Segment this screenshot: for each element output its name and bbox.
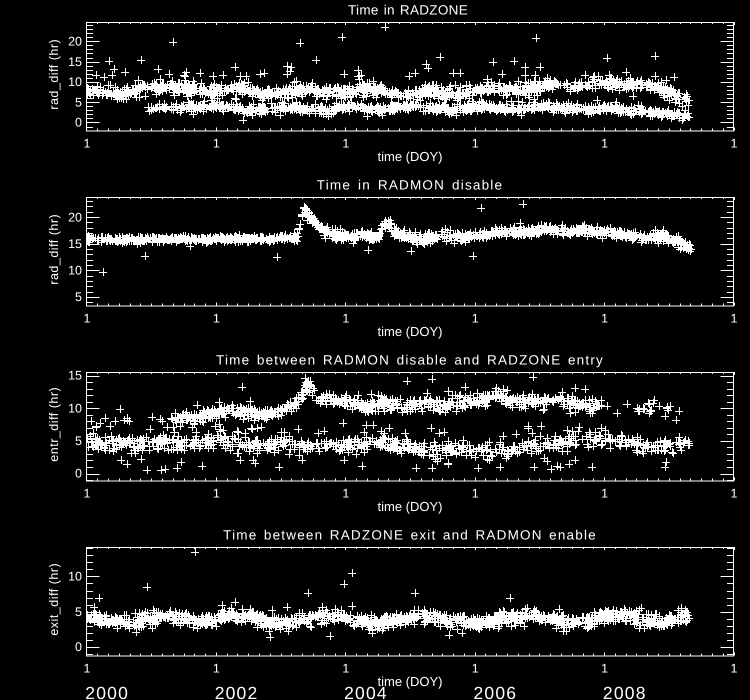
svg-text:1: 1 <box>731 312 738 326</box>
svg-text:1: 1 <box>601 137 608 151</box>
svg-text:exit_diff (hr): exit_diff (hr) <box>47 563 61 636</box>
svg-text:1: 1 <box>213 487 220 501</box>
svg-text:entr_diff (hr): entr_diff (hr) <box>47 387 61 462</box>
svg-text:1: 1 <box>84 137 91 151</box>
svg-text:5: 5 <box>75 290 82 304</box>
svg-text:1: 1 <box>472 487 479 501</box>
svg-text:5: 5 <box>75 434 82 448</box>
svg-text:1: 1 <box>213 137 220 151</box>
svg-text:rad_diff (hr): rad_diff (hr) <box>47 39 61 110</box>
svg-text:5: 5 <box>75 605 82 619</box>
svg-text:1: 1 <box>731 662 738 676</box>
svg-text:1: 1 <box>213 662 220 676</box>
svg-text:5: 5 <box>75 95 82 109</box>
svg-text:1: 1 <box>342 312 349 326</box>
svg-text:Time in RADZONE: Time in RADZONE <box>348 3 468 18</box>
svg-text:1: 1 <box>84 662 91 676</box>
svg-text:Time between RADZONE exit and: Time between RADZONE exit and RADMON ena… <box>223 528 597 543</box>
svg-text:time (DOY): time (DOY) <box>378 149 443 164</box>
svg-text:1: 1 <box>84 487 91 501</box>
svg-text:2008: 2008 <box>603 683 647 700</box>
svg-text:20: 20 <box>68 210 82 224</box>
svg-text:15: 15 <box>68 237 82 251</box>
svg-text:1: 1 <box>84 312 91 326</box>
svg-text:15: 15 <box>68 369 82 383</box>
svg-text:Time between RADMON disable an: Time between RADMON disable and RADZONE … <box>216 353 604 368</box>
svg-text:1: 1 <box>342 137 349 151</box>
svg-text:1: 1 <box>213 312 220 326</box>
svg-text:10: 10 <box>68 264 82 278</box>
svg-text:15: 15 <box>68 55 82 69</box>
svg-text:2004: 2004 <box>344 683 388 700</box>
svg-text:10: 10 <box>68 75 82 89</box>
svg-text:1: 1 <box>342 487 349 501</box>
svg-text:1: 1 <box>342 662 349 676</box>
svg-text:time (DOY): time (DOY) <box>378 324 443 339</box>
svg-text:Time in RADMON disable: Time in RADMON disable <box>317 178 503 193</box>
svg-text:1: 1 <box>601 487 608 501</box>
svg-text:1: 1 <box>472 662 479 676</box>
svg-text:time (DOY): time (DOY) <box>378 499 443 514</box>
svg-text:time (DOY): time (DOY) <box>378 674 443 689</box>
svg-text:2000: 2000 <box>85 683 129 700</box>
svg-text:10: 10 <box>68 401 82 415</box>
svg-text:0: 0 <box>75 116 82 130</box>
svg-text:2002: 2002 <box>215 683 259 700</box>
svg-text:1: 1 <box>731 487 738 501</box>
svg-text:1: 1 <box>472 312 479 326</box>
svg-text:1: 1 <box>731 137 738 151</box>
svg-text:0: 0 <box>75 640 82 654</box>
svg-text:10: 10 <box>68 570 82 584</box>
svg-text:0: 0 <box>75 467 82 481</box>
svg-text:rad_diff (hr): rad_diff (hr) <box>47 214 61 285</box>
svg-text:1: 1 <box>601 312 608 326</box>
svg-text:2006: 2006 <box>474 683 518 700</box>
svg-text:1: 1 <box>601 662 608 676</box>
svg-text:20: 20 <box>68 35 82 49</box>
svg-text:1: 1 <box>472 137 479 151</box>
